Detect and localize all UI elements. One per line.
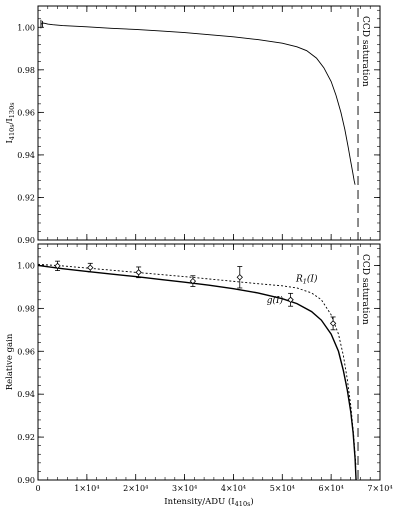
panel-top: 0.90 0.92 0.94 0.96 0.98 1.00 CCD saturation xyxy=(17,5,381,245)
y-tick-label: 0.96 xyxy=(17,347,35,356)
y-tick-label: 0.92 xyxy=(17,433,35,442)
series-label-r1: R1(I) xyxy=(295,274,318,286)
axis-labels: I410s/I130s Relative gain Intensity/ADU (I… xyxy=(5,102,254,508)
y-tick-label: 0.96 xyxy=(17,108,35,117)
series-line-r1i xyxy=(37,263,357,468)
data-point xyxy=(87,264,94,271)
y-axis-label-top: I410s/I130s xyxy=(5,102,16,143)
x-tick-label: 1×10⁴ xyxy=(74,484,99,493)
x-tick-label: 4×10⁴ xyxy=(221,484,246,493)
y-tick-label: 0.90 xyxy=(17,236,35,245)
x-tick-label: 7×10⁴ xyxy=(367,484,392,493)
series-line-gi xyxy=(37,264,357,481)
y-tick-label: 1.00 xyxy=(17,23,35,32)
y-axis-label-bottom: Relative gain xyxy=(5,333,15,390)
data-point xyxy=(189,277,197,285)
saturation-label: CCD saturation xyxy=(360,16,370,87)
x-tick-label: 5×10⁴ xyxy=(270,484,295,493)
y-tick-label: 1.00 xyxy=(17,261,35,270)
data-point xyxy=(135,269,142,276)
data-point xyxy=(287,296,294,303)
y-tick-label: 0.98 xyxy=(17,66,35,75)
y-tick-label: 0.94 xyxy=(17,151,35,160)
series-line xyxy=(41,22,356,185)
x-tick-label: 3×10⁴ xyxy=(172,484,197,493)
x-tick-label: 6×10⁴ xyxy=(319,484,344,493)
x-axis-label: Intensity/ADU (I410s) xyxy=(164,496,254,508)
data-point xyxy=(329,320,337,327)
y-tick-label: 0.98 xyxy=(17,304,35,313)
data-point xyxy=(54,262,61,270)
plot-frame xyxy=(37,243,381,481)
plot-frame xyxy=(37,5,381,241)
panel-bottom: 0.90 0.92 0.94 0.96 0.98 1.00 0 1×10⁴ 2×10⁴ 3×10⁴… xyxy=(17,243,393,493)
y-tick-label: 0.92 xyxy=(17,193,35,202)
y-tick-label: 0.94 xyxy=(17,390,35,399)
x-tick-label: 0 xyxy=(35,484,40,493)
series-label-g: g(I) xyxy=(267,295,284,306)
y-tick-label: 0.90 xyxy=(17,476,35,485)
data-point xyxy=(236,274,243,281)
x-tick-label: 2×10⁴ xyxy=(123,484,148,493)
saturation-label: CCD saturation xyxy=(360,254,370,325)
